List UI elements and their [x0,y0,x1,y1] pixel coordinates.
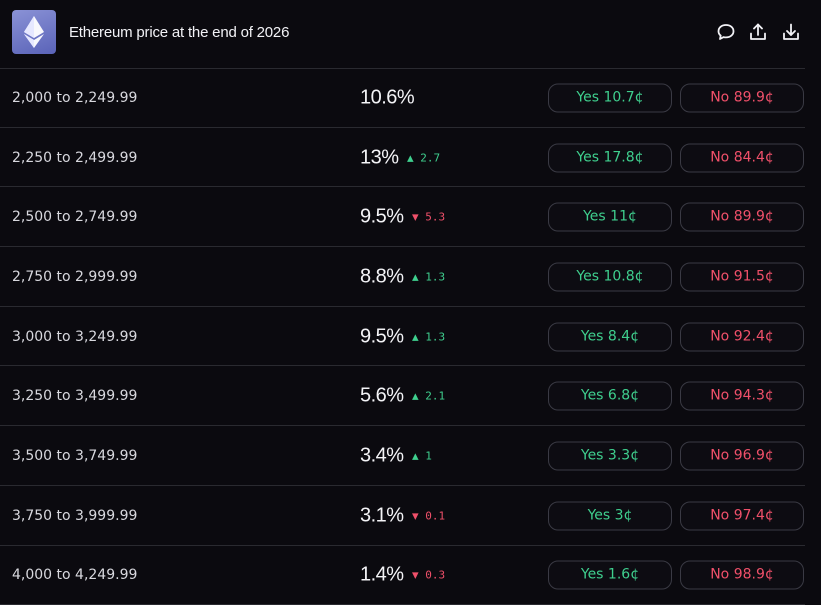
buy-no-button[interactable]: No 91.5¢ [680,262,804,291]
outcome-row: 3,750 to 3,999.99 3.1% ▼ 0.1 Yes 3¢ No 97.4¢ [0,486,821,546]
buy-yes-button[interactable]: Yes 3¢ [548,501,672,530]
comment-icon[interactable] [715,21,737,43]
download-icon[interactable] [780,21,802,43]
outcome-row: 3,000 to 3,249.99 9.5% ▲ 1.3 Yes 8.4¢ No 92.… [0,307,821,367]
market-header: Ethereum price at the end of 2026 [0,0,821,66]
change-down-indicator: ▼ 0.1 [412,509,445,522]
price-range-label: 2,750 to 2,999.99 [12,269,137,285]
change-up-indicator: ▲ 1.3 [412,330,445,343]
buy-yes-button[interactable]: Yes 1.6¢ [548,561,672,590]
probability-value: 10.6% [360,86,414,109]
price-range-label: 2,250 to 2,499.99 [12,150,137,166]
buy-yes-button[interactable]: Yes 8.4¢ [548,322,672,351]
probability-value: 9.5% [360,325,404,348]
price-range-label: 3,250 to 3,499.99 [12,388,137,404]
price-range-label: 2,000 to 2,249.99 [12,90,137,106]
buy-yes-button[interactable]: Yes 17.8¢ [548,143,672,172]
buy-no-button[interactable]: No 98.9¢ [680,561,804,590]
buy-yes-button[interactable]: Yes 10.7¢ [548,83,672,112]
probability-value: 3.1% [360,504,404,527]
price-range-label: 3,750 to 3,999.99 [12,508,137,524]
change-up-indicator: ▲ 1.3 [412,270,445,283]
probability-value: 9.5% [360,206,404,229]
outcome-row: 2,000 to 2,249.99 10.6% Yes 10.7¢ No 89.9¢ [0,68,821,128]
probability-value: 8.8% [360,265,404,288]
outcome-row: 3,500 to 3,749.99 3.4% ▲ 1 Yes 3.3¢ No 96.9¢ [0,426,821,486]
change-up-indicator: ▲ 2.1 [412,390,445,403]
buy-yes-button[interactable]: Yes 11¢ [548,203,672,232]
outcome-row: 2,750 to 2,999.99 8.8% ▲ 1.3 Yes 10.8¢ No 91… [0,247,821,307]
buy-no-button[interactable]: No 84.4¢ [680,143,804,172]
buy-yes-button[interactable]: Yes 10.8¢ [548,262,672,291]
price-range-label: 4,000 to 4,249.99 [12,567,137,583]
probability-value: 1.4% [360,564,404,587]
change-up-indicator: ▲ 1 [412,449,432,462]
buy-no-button[interactable]: No 97.4¢ [680,501,804,530]
change-down-indicator: ▼ 0.3 [412,569,445,582]
price-range-label: 2,500 to 2,749.99 [12,209,137,225]
price-range-label: 3,000 to 3,249.99 [12,329,137,345]
buy-yes-button[interactable]: Yes 6.8¢ [548,382,672,411]
buy-no-button[interactable]: No 89.9¢ [680,83,804,112]
buy-no-button[interactable]: No 94.3¢ [680,382,804,411]
buy-no-button[interactable]: No 89.9¢ [680,203,804,232]
market-title: Ethereum price at the end of 2026 [69,24,289,41]
ethereum-logo-icon [12,10,56,54]
outcome-row: 3,250 to 3,499.99 5.6% ▲ 2.1 Yes 6.8¢ No 94.… [0,366,821,426]
probability-value: 3.4% [360,444,404,467]
outcome-row: 4,000 to 4,249.99 1.4% ▼ 0.3 Yes 1.6¢ No 98.… [0,546,821,605]
probability-value: 5.6% [360,385,404,408]
change-down-indicator: ▼ 5.3 [412,211,445,224]
buy-no-button[interactable]: No 96.9¢ [680,441,804,470]
change-up-indicator: ▲ 2.7 [407,151,440,164]
share-icon[interactable] [747,21,769,43]
buy-yes-button[interactable]: Yes 3.3¢ [548,441,672,470]
probability-value: 13% [360,146,399,169]
outcome-row: 2,500 to 2,749.99 9.5% ▼ 5.3 Yes 11¢ No 89.9… [0,187,821,247]
buy-no-button[interactable]: No 92.4¢ [680,322,804,351]
outcome-row: 2,250 to 2,499.99 13% ▲ 2.7 Yes 17.8¢ No 84.… [0,128,821,188]
price-range-label: 3,500 to 3,749.99 [12,448,137,464]
